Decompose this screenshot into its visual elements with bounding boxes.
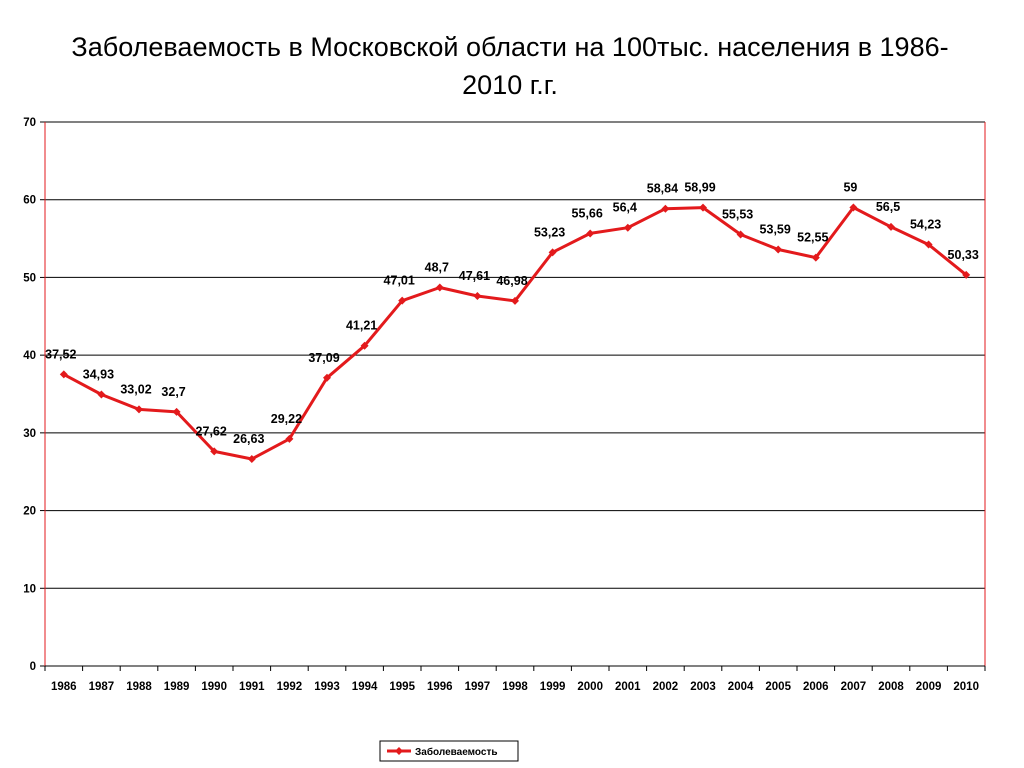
x-tick-label-2009: 2009 (916, 681, 942, 693)
y-tick-label: 60 (23, 195, 36, 207)
x-tick-label-1986: 1986 (51, 681, 77, 693)
x-tick-label-1995: 1995 (389, 681, 415, 693)
data-label-1991: 26,63 (233, 432, 264, 446)
data-label-2007: 59 (843, 180, 857, 194)
data-point-1989 (172, 407, 181, 416)
data-point-2005 (774, 245, 783, 254)
data-label-1992: 29,22 (271, 412, 302, 426)
legend-swatch-marker (395, 747, 403, 755)
legend-box (379, 740, 519, 762)
data-point-2000 (586, 229, 595, 238)
x-tick-label-1993: 1993 (314, 681, 340, 693)
x-tick-label-1989: 1989 (164, 681, 190, 693)
data-label-1987: 34,93 (83, 368, 114, 382)
x-tick-label-1997: 1997 (465, 681, 491, 693)
data-label-1988: 33,02 (120, 382, 151, 396)
data-point-1991 (247, 455, 256, 464)
data-label-2000: 55,66 (572, 206, 603, 220)
data-point-1990 (210, 447, 219, 456)
data-point-2004 (736, 230, 745, 239)
x-tick-label-1999: 1999 (540, 681, 566, 693)
data-point-2001 (623, 223, 632, 232)
x-tick-label-1987: 1987 (89, 681, 115, 693)
y-tick-label: 40 (23, 350, 36, 362)
x-tick-label-2006: 2006 (803, 681, 829, 693)
data-label-2008: 56,5 (876, 200, 900, 214)
legend: Заболеваемость (379, 740, 519, 762)
data-point-2002 (661, 204, 670, 213)
data-label-2003: 58,99 (684, 181, 715, 195)
data-point-1988 (135, 405, 143, 414)
y-tick-label: 10 (23, 583, 36, 595)
data-label-1986: 37,52 (45, 347, 76, 361)
data-point-1992 (285, 434, 294, 443)
data-label-1996: 48,7 (425, 261, 449, 275)
x-tick-label-1991: 1991 (239, 681, 265, 693)
data-point-1996 (435, 283, 444, 292)
data-point-2008 (887, 222, 895, 231)
legend-label: Заболеваемость (415, 746, 498, 758)
x-tick-label-2003: 2003 (690, 681, 716, 693)
data-label-2002: 58,84 (647, 182, 678, 196)
chart-title: Заболеваемость в Московской области на 1… (71, 32, 949, 100)
data-point-1998 (511, 296, 519, 305)
data-point-2003 (699, 203, 707, 212)
data-point-1994 (360, 341, 369, 350)
data-label-2005: 53,59 (760, 223, 791, 237)
data-point-2010 (962, 270, 971, 279)
y-tick-label: 30 (23, 428, 36, 440)
y-tick-label: 0 (30, 661, 36, 673)
data-label-2001: 56,4 (613, 201, 637, 215)
data-point-1993 (323, 373, 331, 382)
y-tick-label: 20 (23, 506, 36, 518)
x-tick-label-2001: 2001 (615, 681, 641, 693)
data-point-1986 (59, 370, 68, 379)
data-point-1995 (398, 296, 407, 305)
data-label-1993: 37,09 (308, 351, 339, 365)
data-point-1987 (97, 390, 106, 399)
y-tick-label: 70 (23, 117, 36, 129)
data-label-1999: 53,23 (534, 225, 565, 239)
x-tick-label-2010: 2010 (953, 681, 979, 693)
x-tick-label-1988: 1988 (126, 681, 152, 693)
data-label-2009: 54,23 (910, 218, 941, 232)
data-point-2009 (924, 240, 933, 249)
data-label-1998: 46,98 (496, 274, 527, 288)
data-point-1999 (548, 248, 557, 257)
data-label-2010: 50,33 (948, 248, 979, 262)
data-point-2006 (811, 253, 820, 262)
x-tick-label-1994: 1994 (352, 681, 378, 693)
data-label-2006: 52,55 (797, 231, 828, 245)
x-tick-label-2000: 2000 (577, 681, 603, 693)
data-label-1994: 41,21 (346, 319, 377, 333)
x-tick-label-1996: 1996 (427, 681, 453, 693)
plot-area (45, 122, 985, 666)
x-tick-label-2007: 2007 (841, 681, 867, 693)
data-label-1995: 47,01 (384, 274, 415, 288)
x-tick-label-1990: 1990 (201, 681, 227, 693)
x-tick-label-1992: 1992 (277, 681, 303, 693)
data-point-2007 (849, 203, 858, 212)
x-tick-label-2004: 2004 (728, 681, 754, 693)
data-point-1997 (473, 292, 482, 301)
x-tick-label-2005: 2005 (765, 681, 791, 693)
y-tick-label: 50 (23, 272, 36, 284)
data-label-2004: 55,53 (722, 207, 753, 221)
data-label-1990: 27,62 (196, 424, 227, 438)
x-tick-label-1998: 1998 (502, 681, 528, 693)
data-label-1997: 47,61 (459, 269, 490, 283)
x-tick-label-2008: 2008 (878, 681, 904, 693)
x-tick-label-2002: 2002 (653, 681, 679, 693)
data-label-1989: 32,7 (161, 385, 185, 399)
